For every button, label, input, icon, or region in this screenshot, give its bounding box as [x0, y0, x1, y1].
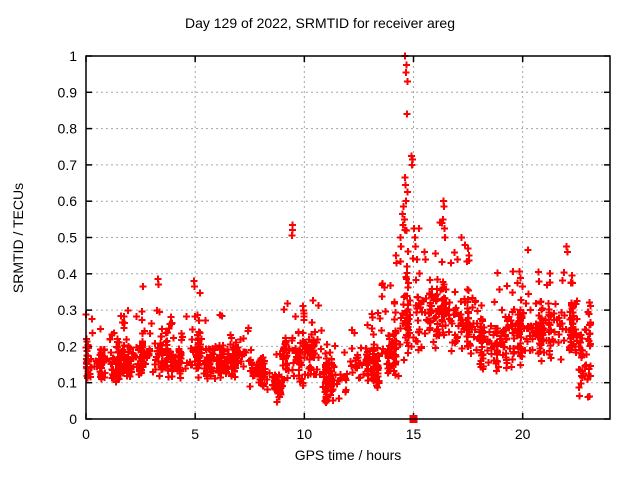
y-tick-label: 0.8: [58, 121, 78, 137]
y-tick-label: 0.5: [58, 230, 78, 246]
y-tick-label: 0.3: [58, 302, 78, 318]
y-tick-label: 0.6: [58, 193, 78, 209]
plot-border: [85, 55, 611, 420]
scatter-points: [82, 52, 594, 406]
x-tick-label: 0: [82, 426, 90, 442]
y-tick-label: 0.4: [58, 266, 78, 282]
y-tick-label: 0.2: [58, 338, 78, 354]
y-tick-label: 0.7: [58, 157, 78, 173]
x-tick-label: 10: [297, 426, 313, 442]
y-tick-label: 0: [69, 411, 77, 427]
chart-title: Day 129 of 2022, SRMTID for receiver are…: [184, 15, 455, 31]
x-axis-label: GPS time / hours: [294, 447, 402, 463]
y-tick-label: 0.9: [58, 84, 78, 100]
x-tick-label: 20: [515, 426, 531, 442]
x-tick-label: 15: [406, 426, 422, 442]
y-tick-label: 1: [69, 48, 77, 64]
y-tick-label: 0.1: [58, 375, 78, 391]
x-tick-label: 5: [191, 426, 199, 442]
